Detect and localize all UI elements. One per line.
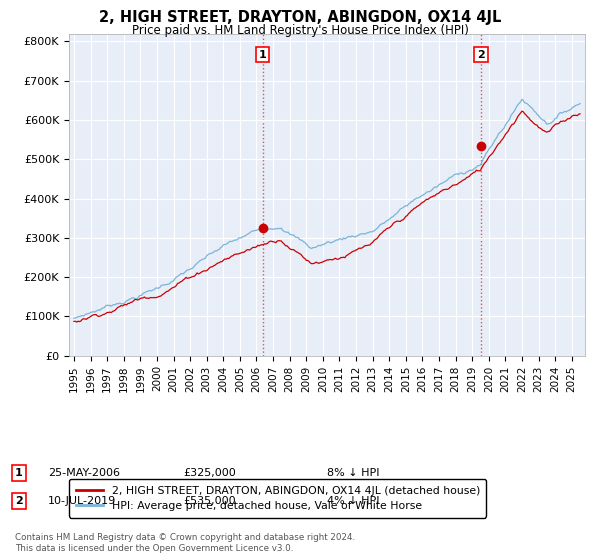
Text: 1: 1	[259, 49, 266, 59]
Text: £325,000: £325,000	[183, 468, 236, 478]
Text: 2, HIGH STREET, DRAYTON, ABINGDON, OX14 4JL: 2, HIGH STREET, DRAYTON, ABINGDON, OX14 …	[99, 10, 501, 25]
Text: 8% ↓ HPI: 8% ↓ HPI	[327, 468, 380, 478]
Text: Contains HM Land Registry data © Crown copyright and database right 2024.
This d: Contains HM Land Registry data © Crown c…	[15, 533, 355, 553]
Legend: 2, HIGH STREET, DRAYTON, ABINGDON, OX14 4JL (detached house), HPI: Average price: 2, HIGH STREET, DRAYTON, ABINGDON, OX14 …	[69, 479, 487, 517]
Text: 10-JUL-2019: 10-JUL-2019	[48, 496, 116, 506]
Text: 2: 2	[15, 496, 23, 506]
Text: 2: 2	[477, 49, 485, 59]
Text: £535,000: £535,000	[183, 496, 236, 506]
Text: 25-MAY-2006: 25-MAY-2006	[48, 468, 120, 478]
Text: 1: 1	[15, 468, 23, 478]
Text: 4% ↓ HPI: 4% ↓ HPI	[327, 496, 380, 506]
Text: Price paid vs. HM Land Registry's House Price Index (HPI): Price paid vs. HM Land Registry's House …	[131, 24, 469, 36]
